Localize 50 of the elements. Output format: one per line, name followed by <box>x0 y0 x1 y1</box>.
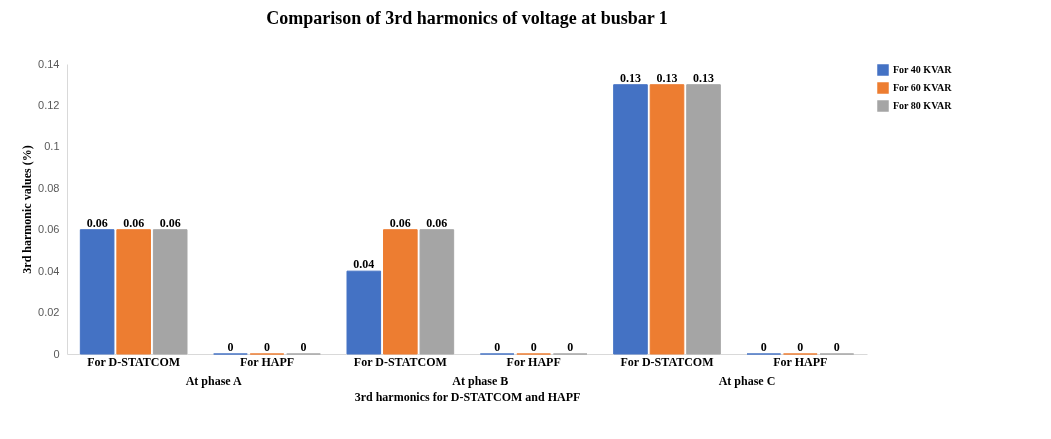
text: At phase A <box>185 374 242 388</box>
bar <box>686 84 721 355</box>
chart-title: Comparison of 3rd harmonics of voltage at busbar 1 <box>266 8 668 28</box>
x-tick-label: For D-STATCOM <box>620 354 714 369</box>
data-label: 0 <box>833 340 840 354</box>
data-label: 0 <box>797 340 804 354</box>
text: At phase B <box>452 374 509 388</box>
x-tick-label: For D-STATCOM <box>353 354 447 369</box>
data-label: 0.13 <box>656 70 678 85</box>
y-tick-label: 0.1 <box>44 140 60 153</box>
x-tick-label: For HAPF <box>773 354 828 369</box>
x-axis-title: 3rd harmonics for D-STATCOM and HAPF <box>354 389 581 404</box>
bar <box>419 229 455 355</box>
data-label: 0 <box>530 340 537 354</box>
data-label: 0 <box>227 340 234 354</box>
bar <box>116 229 151 355</box>
x-tick-label: For HAPF <box>506 354 561 369</box>
y-tick-label: 0.08 <box>38 181 60 194</box>
bar <box>613 84 648 355</box>
y-tick-label: 0.06 <box>38 223 60 236</box>
bar <box>346 270 382 355</box>
bar <box>152 229 188 355</box>
data-label: 0.04 <box>353 257 375 272</box>
y-tick-label: 0.14 <box>38 57 60 70</box>
legend-label: For 40 KVAR <box>893 64 953 75</box>
y-axis-title: 3rd harmonic values (%) <box>20 145 35 274</box>
data-label: 0 <box>300 340 307 354</box>
x-tick-label: For HAPF <box>239 354 295 369</box>
y-tick-label: 0.12 <box>38 98 60 111</box>
x-tick-label: For D-STATCOM <box>87 354 181 369</box>
data-label: 0.06 <box>159 215 181 230</box>
data-label: 0.06 <box>389 215 411 230</box>
data-label: 0.13 <box>693 70 715 85</box>
data-label: 0.06 <box>123 215 145 230</box>
y-tick-label: 0 <box>53 347 60 360</box>
data-label: 0.06 <box>426 215 448 230</box>
text: At phase C <box>718 374 776 388</box>
data-label: 0 <box>760 340 767 354</box>
y-tick-label: 0.04 <box>38 264 60 277</box>
y-tick-label: 0.02 <box>38 306 60 319</box>
legend-label: For 60 KVAR <box>893 82 953 93</box>
data-label: 0.13 <box>619 70 641 85</box>
data-label: 0 <box>494 340 501 354</box>
data-label: 0 <box>264 340 270 354</box>
bar <box>649 84 685 355</box>
bar <box>383 229 418 355</box>
data-label: 0.06 <box>86 215 108 230</box>
bar <box>79 229 115 355</box>
data-label: 0 <box>567 340 574 354</box>
legend-label: For 80 KVAR <box>893 100 953 111</box>
